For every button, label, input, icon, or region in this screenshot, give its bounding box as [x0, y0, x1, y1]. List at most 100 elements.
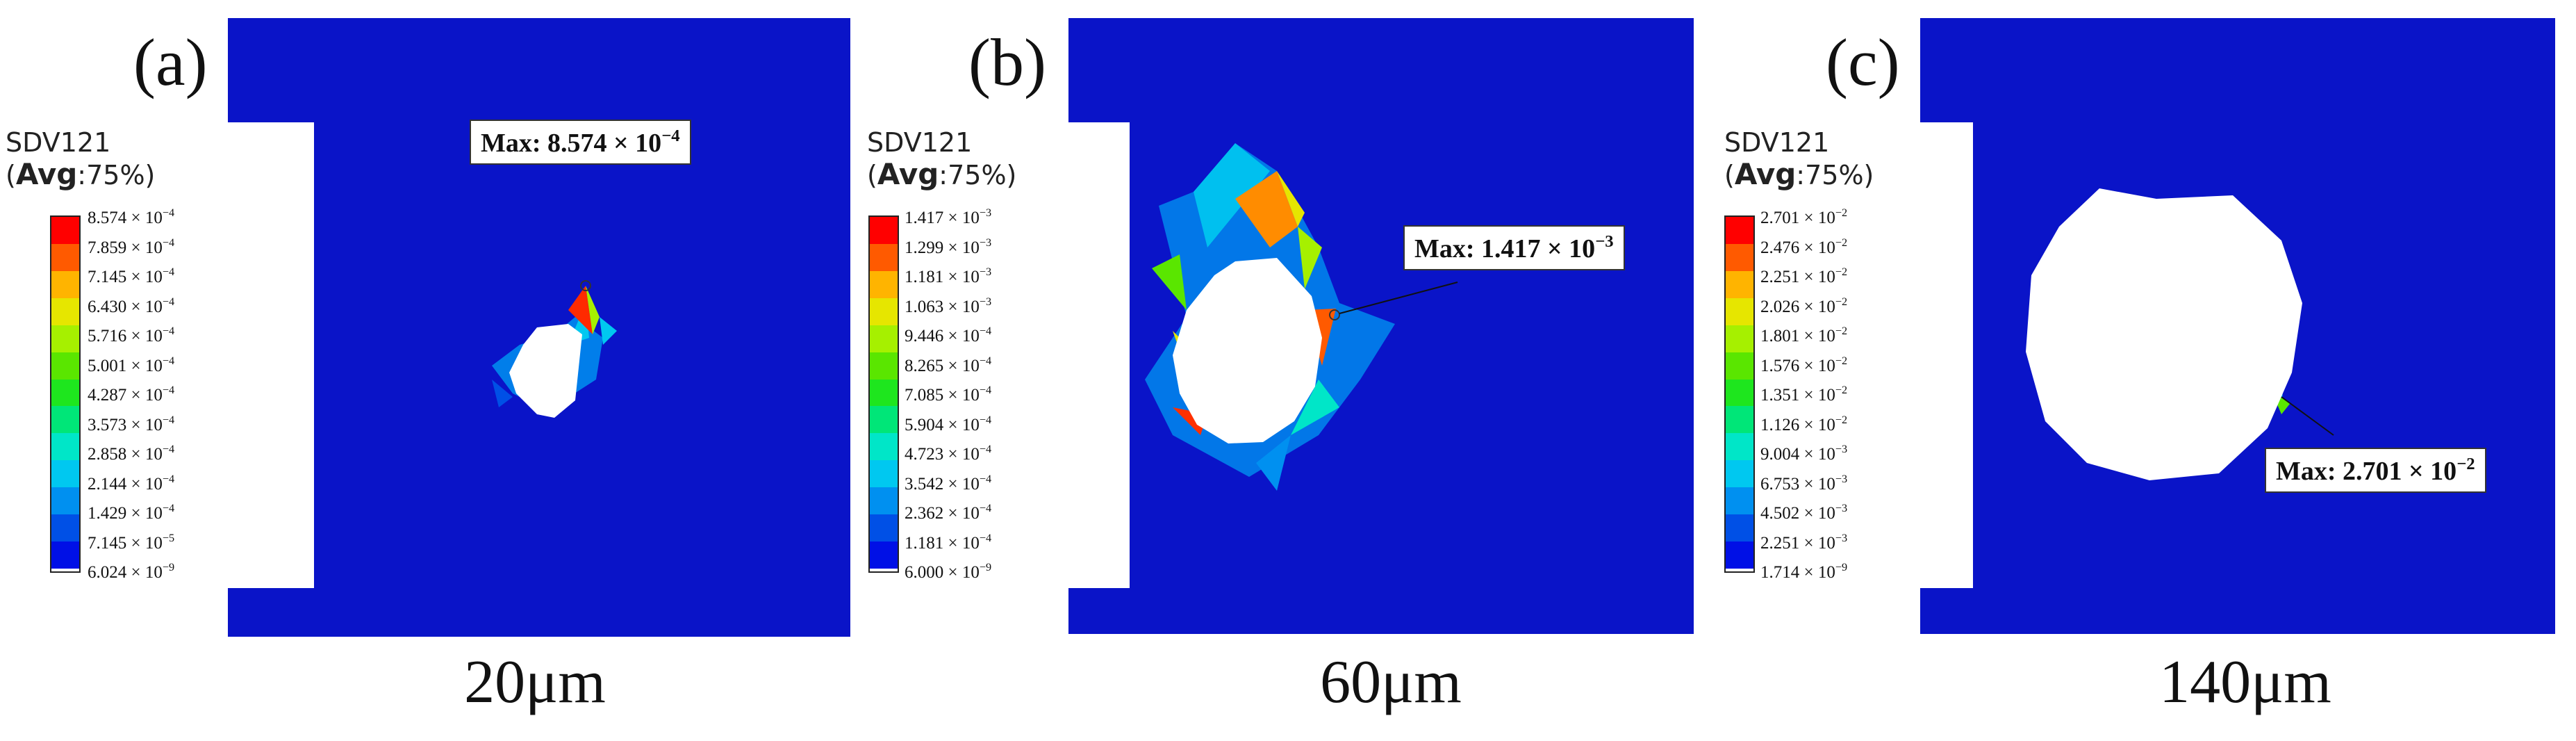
colorbar-swatch — [51, 325, 79, 352]
colorbar-tick-label: 4.287 × 10−4 — [88, 384, 175, 405]
colorbar-tick-label: 4.502 × 10−3 — [1760, 502, 1848, 523]
colorbar-tick-label: 2.362 × 10−4 — [905, 502, 992, 523]
colorbar-swatch — [870, 460, 898, 488]
max-label: Max: 8.574 × 10 — [481, 128, 662, 158]
colorbar-swatch — [51, 406, 79, 434]
colorbar — [50, 215, 81, 573]
colorbar-tick-label: 2.858 × 10−4 — [88, 443, 175, 464]
colorbar-swatch — [51, 542, 79, 569]
colorbar — [868, 215, 899, 573]
colorbar-tick-label: 2.251 × 10−2 — [1760, 266, 1848, 286]
colorbar-tick-label: 5.001 × 10−4 — [88, 354, 175, 375]
colorbar-swatch — [870, 325, 898, 352]
contour-plot — [492, 280, 617, 418]
colorbar-tick-label: 1.181 × 10−3 — [905, 266, 992, 286]
colorbar-tick-label: 1.714 × 10−9 — [1760, 561, 1848, 582]
colorbar-tick-label: 9.446 × 10−4 — [905, 325, 992, 345]
colorbar-swatch — [1726, 406, 1753, 434]
max-exponent: −2 — [2457, 455, 2475, 473]
colorbar-tick-label: 7.085 × 10−4 — [905, 384, 992, 405]
colorbar-tick-label: 6.753 × 10−3 — [1760, 472, 1848, 494]
caption: 60μm — [1320, 649, 1462, 716]
colorbar-tick-label: 7.859 × 10−4 — [88, 236, 175, 257]
colorbar-swatch — [1726, 243, 1753, 271]
colorbar-tick-label: 1.181 × 10−4 — [905, 531, 992, 553]
max-annotation: Max: 2.701 × 10−2 — [2265, 448, 2486, 493]
panel-c: Max: 2.701 × 10−2 (c) SDV121 (Avg:75%) 2… — [1717, 0, 2576, 741]
legend-name: SDV121 — [867, 127, 973, 158]
panel-label: (b) — [968, 25, 1046, 99]
colorbar-tick-label: 1.063 × 10−3 — [905, 295, 992, 316]
colorbar-tick-label: 3.573 × 10−4 — [88, 413, 175, 434]
colorbar-tick-label: 1.126 × 10−2 — [1760, 413, 1848, 434]
colorbar-tick-label: 1.429 × 10−4 — [88, 502, 175, 523]
legend-title: SDV121 (Avg:75%) — [6, 127, 156, 191]
colorbar-tick-label: 5.716 × 10−4 — [88, 325, 175, 345]
colorbar-tick-label: 1.351 × 10−2 — [1760, 384, 1848, 405]
colorbar-swatch — [51, 243, 79, 271]
colorbar — [1724, 215, 1755, 573]
contour-field — [228, 18, 850, 637]
contour-plot — [2026, 188, 2334, 480]
colorbar-tick-label: 2.026 × 10−2 — [1760, 295, 1848, 316]
colorbar-swatch — [1726, 542, 1753, 569]
contour-plot — [1145, 143, 1458, 491]
colorbar-swatch — [51, 379, 79, 407]
colorbar-swatch — [870, 243, 898, 271]
colorbar-swatch — [870, 487, 898, 515]
colorbar-swatch — [870, 298, 898, 325]
colorbar-swatch — [1726, 379, 1753, 407]
contour-field — [1068, 18, 1694, 634]
notch — [1068, 122, 1130, 588]
colorbar-swatch — [1726, 433, 1753, 461]
colorbar-tick-label: 1.417 × 10−3 — [905, 206, 992, 227]
colorbar-swatch — [51, 352, 79, 380]
max-label: Max: 1.417 × 10 — [1414, 234, 1596, 263]
colorbar-swatch — [51, 487, 79, 515]
colorbar-swatch — [1726, 514, 1753, 542]
max-annotation: Max: 8.574 × 10−4 — [470, 120, 691, 165]
colorbar-tick-label: 8.574 × 10−4 — [88, 206, 175, 227]
colorbar-tick-label: 1.801 × 10−2 — [1760, 325, 1848, 345]
colorbar-tick-label: 6.430 × 10−4 — [88, 295, 175, 316]
colorbar-swatch — [870, 379, 898, 407]
colorbar-swatch — [51, 298, 79, 325]
colorbar-swatch — [870, 352, 898, 380]
colorbar-tick-label: 1.299 × 10−3 — [905, 236, 992, 257]
colorbar-tick-label: 9.004 × 10−3 — [1760, 443, 1848, 464]
caption: 140μm — [2159, 649, 2331, 716]
max-exponent: −4 — [661, 127, 680, 145]
max-exponent: −3 — [1595, 232, 1614, 251]
colorbar-swatch — [51, 460, 79, 488]
colorbar-swatch — [51, 270, 79, 298]
colorbar-tick-label: 3.542 × 10−4 — [905, 472, 992, 494]
colorbar-tick-label: 2.701 × 10−2 — [1760, 206, 1848, 227]
legend-title: SDV121 (Avg:75%) — [1724, 127, 1874, 191]
panel-label: (a) — [133, 25, 208, 99]
legend-name: SDV121 — [6, 127, 111, 158]
panel-label: (c) — [1826, 25, 1900, 99]
notch — [1920, 122, 1973, 588]
colorbar-swatch — [870, 217, 898, 244]
max-annotation: Max: 1.417 × 10−3 — [1403, 225, 1625, 270]
colorbar-tick-label: 2.476 × 10−2 — [1760, 236, 1848, 257]
caption: 20μm — [464, 649, 606, 716]
legend-name: SDV121 — [1724, 127, 1830, 158]
colorbar-tick-label: 4.723 × 10−4 — [905, 443, 992, 464]
colorbar-swatch — [1726, 270, 1753, 298]
colorbar-swatch — [51, 217, 79, 244]
notch — [228, 122, 314, 588]
legend-title: SDV121 (Avg:75%) — [867, 127, 1017, 191]
max-label: Max: 2.701 × 10 — [2276, 456, 2457, 486]
colorbar-tick-label: 1.576 × 10−2 — [1760, 354, 1848, 375]
contour-field — [1920, 18, 2555, 634]
colorbar-tick-label: 2.251 × 10−3 — [1760, 531, 1848, 553]
colorbar-tick-label: 6.024 × 10−9 — [88, 561, 175, 582]
colorbar-swatch — [1726, 325, 1753, 352]
colorbar-tick-label: 5.904 × 10−4 — [905, 413, 992, 434]
colorbar-tick-label: 8.265 × 10−4 — [905, 354, 992, 375]
colorbar-swatch — [1726, 460, 1753, 488]
colorbar-swatch — [870, 406, 898, 434]
colorbar-tick-label: 7.145 × 10−4 — [88, 266, 175, 286]
colorbar-swatch — [1726, 217, 1753, 244]
